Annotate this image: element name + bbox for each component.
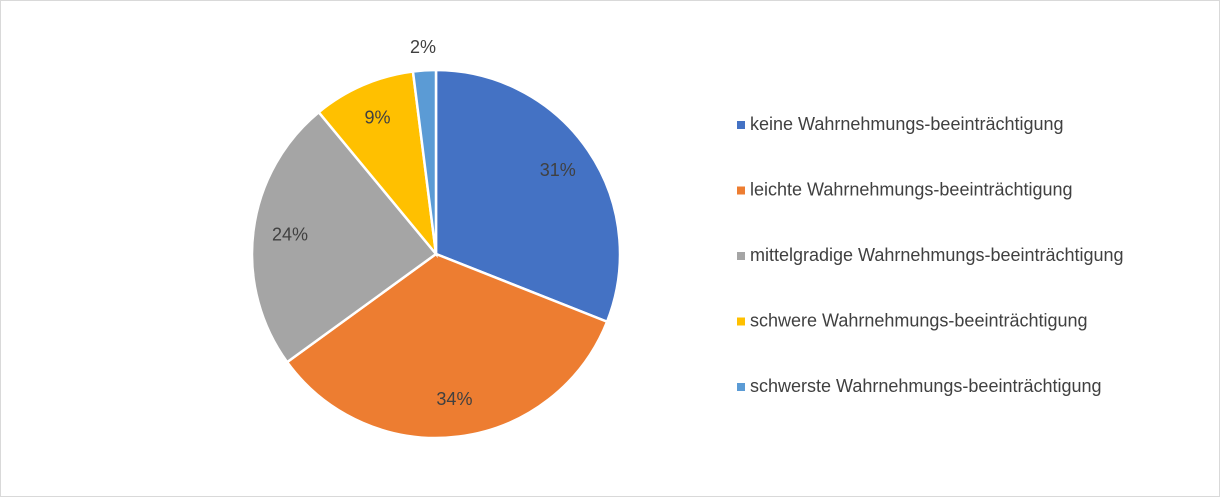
legend-swatch [737, 252, 745, 260]
legend-label: schwere Wahrnehmungs-beeinträchtigung [750, 310, 1088, 330]
legend-swatch [737, 383, 745, 391]
pie-slice [434, 68, 622, 324]
data-label: 9% [365, 108, 391, 128]
legend-label: keine Wahrnehmungs-beeinträchtigung [750, 114, 1064, 134]
legend-swatch [737, 317, 745, 326]
legend-label: mittelgradige Wahrnehmungs-beeinträchtig… [750, 245, 1124, 265]
data-label: 2% [410, 37, 436, 57]
legend-swatch [737, 186, 745, 195]
data-label: 34% [436, 389, 472, 409]
data-label: 31% [540, 160, 576, 180]
data-label: 24% [272, 224, 308, 244]
legend-label: schwerste Wahrnehmungs-beeinträchtigung [750, 376, 1102, 396]
pie-slice [285, 252, 609, 440]
pie-slice [411, 68, 438, 255]
pie-slice [316, 70, 438, 259]
legend-swatch [737, 121, 745, 129]
legend-label: leichte Wahrnehmungs-beeinträchtigung [750, 179, 1073, 199]
pie-slice [250, 110, 438, 364]
